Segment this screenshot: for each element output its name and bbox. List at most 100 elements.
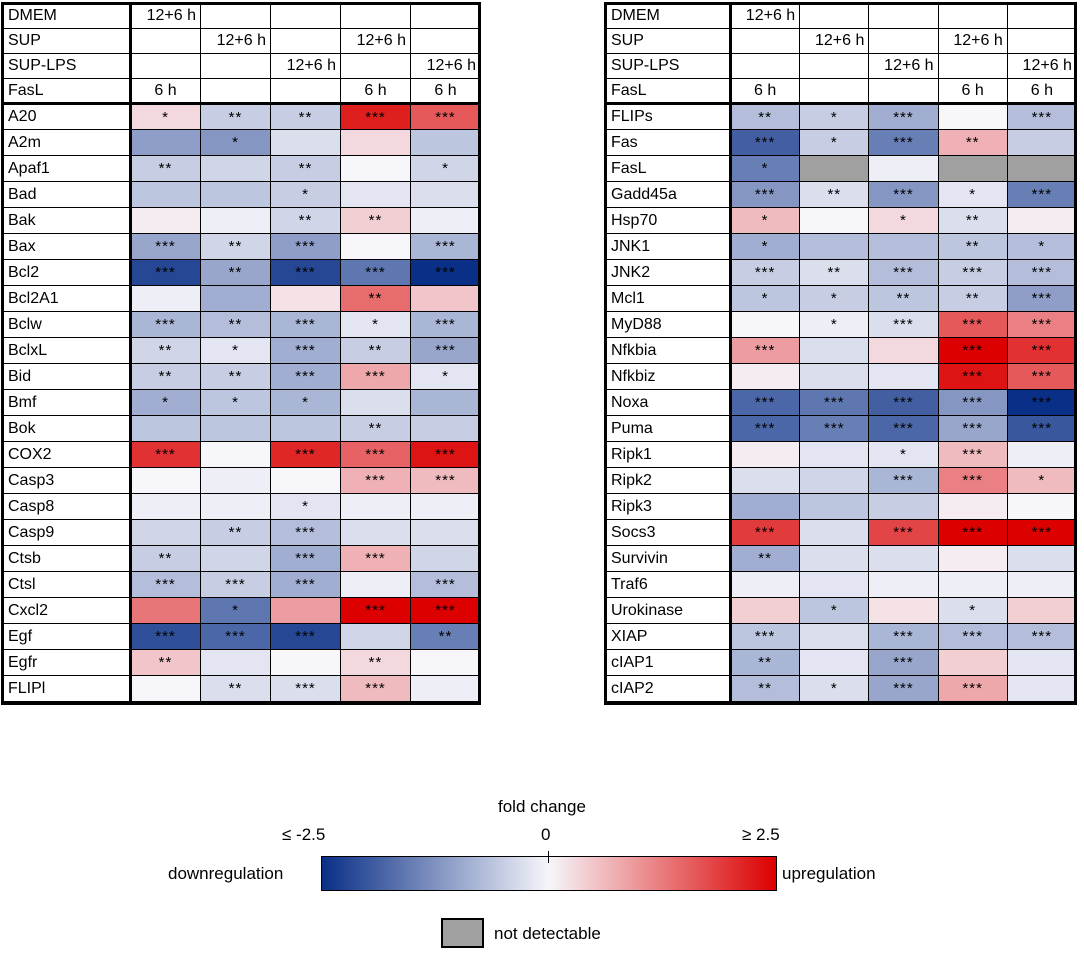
heatmap-cell: * bbox=[270, 181, 341, 208]
heatmap-cell: *** bbox=[937, 311, 1008, 338]
heatmap-cell bbox=[1006, 649, 1077, 676]
heatmap-cell: ** bbox=[130, 363, 201, 390]
heatmap-cell: *** bbox=[340, 102, 411, 130]
heatmap-cell bbox=[200, 285, 271, 312]
heatmap-cell bbox=[130, 675, 201, 702]
heatmap-cell: *** bbox=[729, 181, 801, 208]
gene-label: Traf6 bbox=[605, 571, 731, 598]
heatmap-cell: *** bbox=[937, 623, 1008, 650]
not-detectable-swatch bbox=[441, 918, 484, 948]
heatmap-cell: * bbox=[799, 285, 870, 312]
condition-cell: 12+6 h bbox=[410, 53, 481, 79]
heatmap-cell: *** bbox=[130, 571, 201, 598]
condition-cell bbox=[937, 3, 1008, 29]
heatmap-cell: *** bbox=[729, 415, 801, 442]
heatmap-cell bbox=[799, 441, 870, 468]
heatmap-cell: *** bbox=[1006, 285, 1077, 312]
heatmap-cell bbox=[410, 129, 481, 156]
heatmap-cell bbox=[868, 233, 939, 260]
heatmap-cell: *** bbox=[937, 415, 1008, 442]
heatmap-cell: * bbox=[799, 597, 870, 624]
gene-row: Casp3 *** *** bbox=[2, 467, 481, 494]
heatmap-cell bbox=[868, 363, 939, 390]
gene-row: Survivin ** bbox=[605, 545, 1077, 572]
condition-cell: 6 h bbox=[340, 78, 411, 104]
gene-label: cIAP2 bbox=[605, 675, 731, 702]
heatmap-cell: *** bbox=[270, 571, 341, 598]
gene-row: Gadd45a *** ** *** * *** bbox=[605, 181, 1077, 208]
heatmap-cell: *** bbox=[1006, 363, 1077, 390]
heatmap-cell bbox=[1006, 571, 1077, 598]
gene-row: Bmf * * * bbox=[2, 389, 481, 416]
heatmap-cell bbox=[937, 155, 1008, 182]
heatmap-cell: *** bbox=[799, 389, 870, 416]
condition-cell bbox=[937, 53, 1008, 79]
legend-upregulation-label: upregulation bbox=[782, 864, 876, 883]
heatmap-cell: *** bbox=[729, 259, 801, 286]
heatmap-cell bbox=[868, 597, 939, 624]
heatmap-cell bbox=[799, 649, 870, 676]
heatmap-cell bbox=[200, 415, 271, 442]
heatmap-cell: ** bbox=[270, 207, 341, 234]
header-row-sup-lps: SUP-LPS 12+6 h 12+6 h bbox=[605, 53, 1077, 79]
gene-label: Apaf1 bbox=[2, 155, 131, 182]
condition-cell bbox=[200, 78, 271, 104]
condition-cell: 6 h bbox=[937, 78, 1008, 104]
condition-cell bbox=[270, 28, 341, 54]
heatmap-cell: *** bbox=[410, 441, 481, 468]
heatmap-cell bbox=[1006, 493, 1077, 520]
gene-label: Ripk2 bbox=[605, 467, 731, 494]
heatmap-cell bbox=[729, 597, 801, 624]
heatmap-cell: *** bbox=[410, 597, 481, 624]
heatmap-cell: * bbox=[937, 181, 1008, 208]
legend-title: fold change bbox=[498, 797, 586, 816]
heatmap-cell: *** bbox=[868, 675, 939, 702]
heatmap-cell bbox=[799, 467, 870, 494]
heatmap-cell: *** bbox=[1006, 623, 1077, 650]
heatmap-cell bbox=[340, 493, 411, 520]
gene-label: Casp3 bbox=[2, 467, 131, 494]
heatmap-cell bbox=[410, 519, 481, 546]
gene-label: Hsp70 bbox=[605, 207, 731, 234]
gene-label: Ctsl bbox=[2, 571, 131, 598]
heatmap-cell bbox=[410, 675, 481, 702]
condition-label: DMEM bbox=[605, 3, 731, 29]
header-row-sup: SUP 12+6 h 12+6 h bbox=[605, 28, 1077, 54]
heatmap-cell bbox=[1006, 207, 1077, 234]
heatmap-cell bbox=[868, 493, 939, 520]
gene-label: Mcl1 bbox=[605, 285, 731, 312]
gene-label: Bcl2 bbox=[2, 259, 131, 286]
heatmap-cell: ** bbox=[200, 102, 271, 130]
heatmap-cell bbox=[270, 597, 341, 624]
heatmap-cell: ** bbox=[130, 545, 201, 572]
heatmap-cell: * bbox=[799, 675, 870, 702]
heatmap-cell: ** bbox=[200, 259, 271, 286]
heatmap-cell bbox=[729, 363, 801, 390]
header-row-sup: SUP 12+6 h 12+6 h bbox=[2, 28, 481, 54]
gene-row: FLIPs ** * *** *** bbox=[605, 102, 1077, 130]
legend-min-label: ≤ -2.5 bbox=[282, 825, 326, 844]
condition-label: SUP bbox=[605, 28, 731, 54]
gene-row: Bid ** ** *** *** * bbox=[2, 363, 481, 390]
heatmap-cell: *** bbox=[868, 389, 939, 416]
gene-row: Mcl1 * * ** ** *** bbox=[605, 285, 1077, 312]
gene-label: Bid bbox=[2, 363, 131, 390]
gene-row: Urokinase * * bbox=[605, 597, 1077, 624]
heatmap-cell bbox=[799, 545, 870, 572]
gene-label: FasL bbox=[605, 155, 731, 182]
heatmap-cell bbox=[868, 545, 939, 572]
heatmap-cell: ** bbox=[729, 649, 801, 676]
heatmap-cell: *** bbox=[729, 519, 801, 546]
condition-cell bbox=[340, 53, 411, 79]
heatmap-cell bbox=[130, 519, 201, 546]
heatmap-cell bbox=[340, 389, 411, 416]
heatmap-cell bbox=[340, 129, 411, 156]
heatmap-cell: *** bbox=[410, 311, 481, 338]
gene-row: Bak ** ** bbox=[2, 207, 481, 234]
gene-label: Casp9 bbox=[2, 519, 131, 546]
heatmap-cell: * bbox=[410, 363, 481, 390]
condition-cell bbox=[799, 78, 870, 104]
heatmap-cell: *** bbox=[1006, 311, 1077, 338]
